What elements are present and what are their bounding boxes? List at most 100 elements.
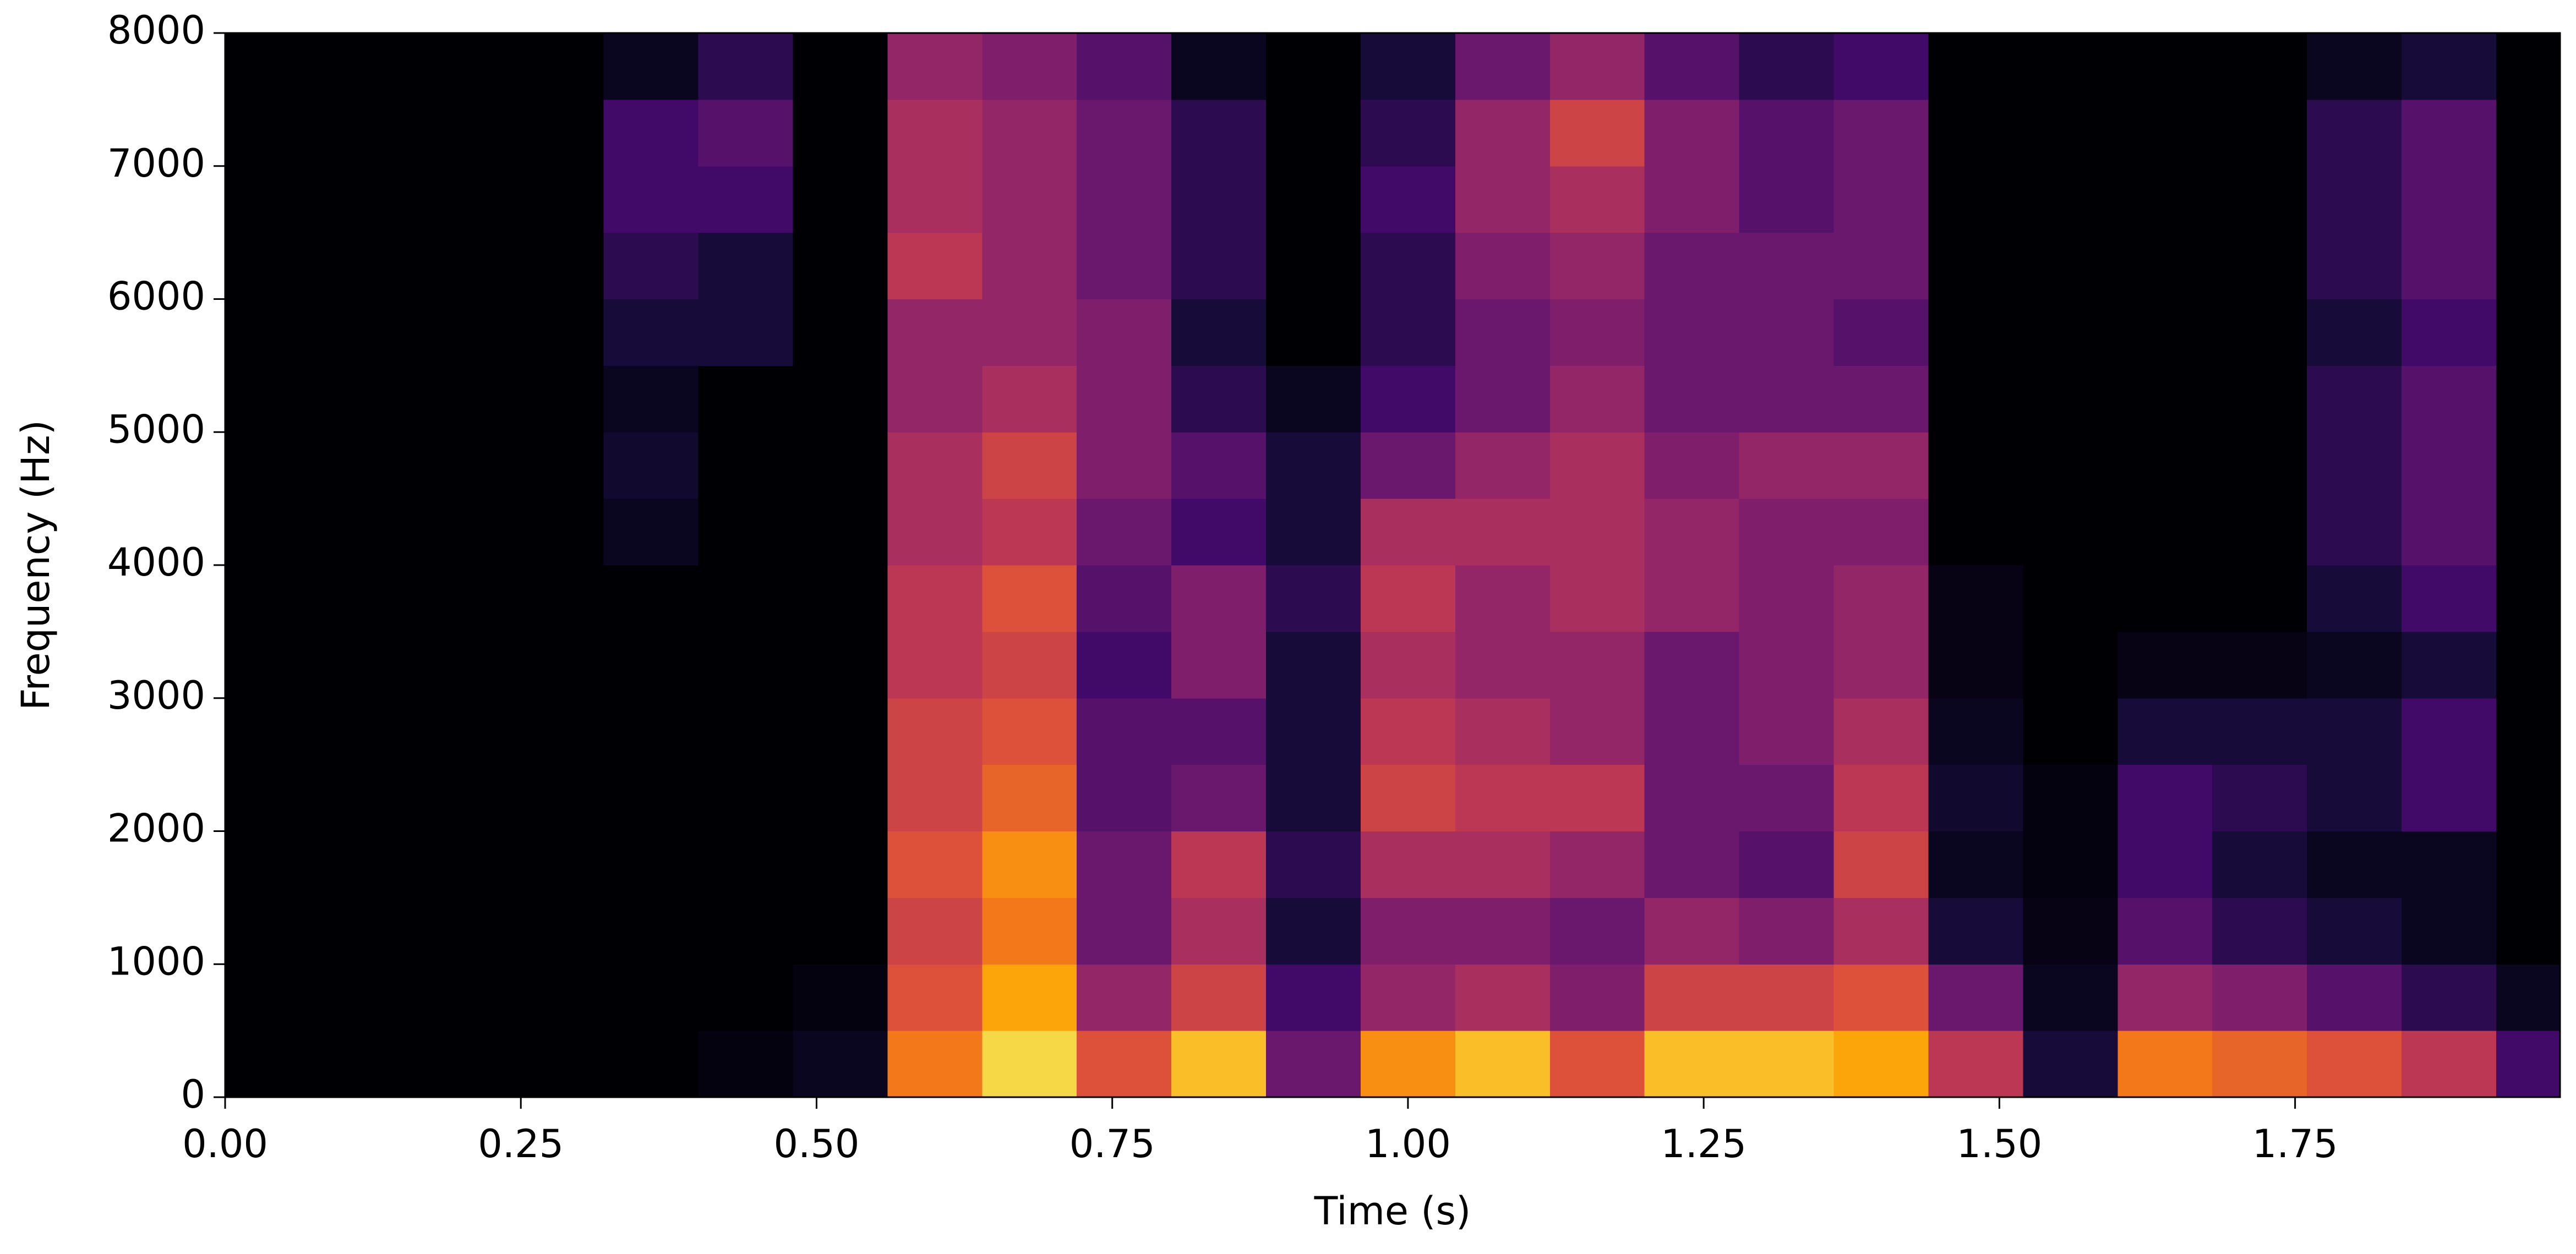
spectrogram-cell (2307, 432, 2402, 499)
spectrogram-cell (2307, 499, 2402, 566)
spectrogram-cell (2212, 831, 2307, 898)
spectrogram-cell (1739, 831, 1835, 898)
spectrogram-cell (1171, 764, 1267, 831)
spectrogram-cell (1739, 299, 1835, 366)
spectrogram-cell (2496, 565, 2561, 632)
spectrogram-cell (225, 299, 320, 366)
spectrogram-cell (1360, 232, 1456, 299)
spectrogram-cell (225, 1031, 320, 1098)
spectrogram-cell (603, 299, 699, 366)
spectrogram-cell (319, 1031, 415, 1098)
spectrogram-cell (2023, 299, 2118, 366)
spectrogram-cell (1077, 33, 1172, 100)
spectrogram-cell (1455, 232, 1551, 299)
y-tick-label: 0 (181, 1072, 205, 1117)
spectrogram-cell (2307, 631, 2402, 699)
spectrogram-cell (414, 99, 510, 167)
spectrogram-cell (982, 299, 1077, 366)
x-tick-label: 1.50 (1956, 1121, 2042, 1167)
spectrogram-cell (414, 232, 510, 299)
spectrogram-cell (319, 232, 415, 299)
spectrogram-cell (509, 964, 604, 1031)
spectrogram-cell (509, 299, 604, 366)
spectrogram-cell (2117, 232, 2213, 299)
spectrogram-cell (1360, 166, 1456, 233)
spectrogram-cell (509, 432, 604, 499)
spectrogram-cell (1077, 964, 1172, 1031)
spectrogram-cell (1266, 99, 1361, 167)
spectrogram-cell (1833, 432, 1929, 499)
spectrogram-cell (1171, 99, 1267, 167)
spectrogram-cell (2117, 964, 2213, 1031)
spectrogram-cell (1455, 831, 1551, 898)
spectrogram-cell (1077, 166, 1172, 233)
spectrogram-cell (2023, 99, 2118, 167)
spectrogram-cell (509, 365, 604, 432)
spectrogram-cell (1739, 764, 1835, 831)
spectrogram-cell (1266, 831, 1361, 898)
spectrogram-cell (2307, 232, 2402, 299)
spectrogram-cell (2496, 33, 2561, 100)
spectrogram-cell (603, 232, 699, 299)
spectrogram-cell (1077, 631, 1172, 699)
spectrogram-cell (1549, 232, 1645, 299)
x-tick-label: 0.75 (1069, 1121, 1155, 1167)
spectrogram-cell (1549, 897, 1645, 965)
spectrogram-cell (1644, 1031, 1740, 1098)
spectrogram-cell (1644, 764, 1740, 831)
spectrogram-cell (698, 764, 793, 831)
spectrogram-cell (2307, 764, 2402, 831)
spectrogram-cell (2117, 764, 2213, 831)
spectrogram-cell (1928, 299, 2023, 366)
spectrogram-cell (2212, 99, 2307, 167)
spectrogram-cell (509, 232, 604, 299)
spectrogram-cell (414, 698, 510, 765)
spectrogram-cell (1833, 698, 1929, 765)
spectrogram-cell (603, 499, 699, 566)
spectrogram-cell (1833, 365, 1929, 432)
spectrogram-cell (1077, 232, 1172, 299)
spectrogram-cell (1266, 764, 1361, 831)
spectrogram-cell (2307, 166, 2402, 233)
y-tick-label: 1000 (107, 939, 205, 984)
x-tick-label: 0.50 (774, 1121, 860, 1167)
spectrogram-cell (2402, 1031, 2497, 1098)
spectrogram-cell (982, 831, 1077, 898)
spectrogram-cell (2307, 831, 2402, 898)
spectrogram-cell (1455, 565, 1551, 632)
spectrogram-cell (2496, 764, 2561, 831)
spectrogram-cell (509, 99, 604, 167)
spectrogram-cell (1077, 764, 1172, 831)
spectrogram-cell (414, 365, 510, 432)
spectrogram-cell (1644, 631, 1740, 699)
spectrogram-cell (1928, 631, 2023, 699)
spectrogram-cell (2023, 831, 2118, 898)
spectrogram-cell (1928, 698, 2023, 765)
spectrogram-cell (1644, 299, 1740, 366)
spectrogram-cell (2212, 365, 2307, 432)
spectrogram-cell (1549, 166, 1645, 233)
spectrogram-cell (1739, 232, 1835, 299)
spectrogram-cell (603, 897, 699, 965)
spectrogram-cell (319, 432, 415, 499)
spectrogram-cell (887, 764, 983, 831)
spectrogram-cell (982, 232, 1077, 299)
spectrogram (225, 33, 2561, 1098)
spectrogram-cell (2307, 897, 2402, 965)
spectrogram-cell (1360, 365, 1456, 432)
spectrogram-cell (225, 432, 320, 499)
spectrogram-cell (1644, 499, 1740, 566)
spectrogram-cell (2117, 33, 2213, 100)
spectrogram-cell (1833, 764, 1929, 831)
spectrogram-cell (2402, 432, 2497, 499)
spectrogram-cell (2402, 565, 2497, 632)
spectrogram-cell (887, 166, 983, 233)
spectrogram-cell (2023, 166, 2118, 233)
spectrogram-cell (2212, 764, 2307, 831)
spectrogram-cell (982, 365, 1077, 432)
spectrogram-cell (1928, 33, 2023, 100)
spectrogram-cell (1928, 764, 2023, 831)
spectrogram-cell (1360, 565, 1456, 632)
